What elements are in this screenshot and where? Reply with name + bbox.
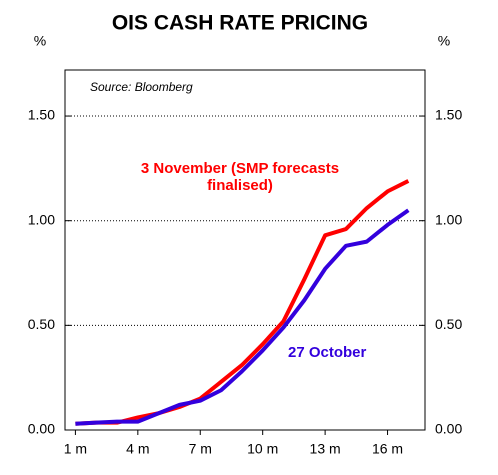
y2-tick-label: 1.50 — [435, 107, 462, 123]
y2-tick-label: 0.00 — [435, 421, 462, 437]
x-tick-label: 4 m — [126, 441, 149, 457]
annotation: Source: Bloomberg — [90, 80, 193, 94]
y2-tick-label: 0.50 — [435, 316, 462, 332]
plot-frame — [64, 69, 426, 431]
y-tick-label: 0.00 — [28, 421, 55, 437]
y-unit: % — [34, 33, 46, 49]
y-tick-label: 1.00 — [28, 211, 55, 227]
x-tick-label: 16 m — [372, 441, 403, 457]
chart-title: OIS CASH RATE PRICING — [112, 12, 368, 35]
series-label: 27 October — [288, 344, 367, 361]
x-tick-label: 1 m — [64, 441, 87, 457]
x-tick-label: 7 m — [189, 441, 212, 457]
y-tick-label: 1.50 — [28, 107, 55, 123]
y2-tick-label: 1.00 — [435, 211, 462, 227]
series-line — [75, 208, 410, 426]
y-tick-label: 0.50 — [28, 316, 55, 332]
series-line — [75, 179, 410, 426]
x-tick-label: 13 m — [310, 441, 341, 457]
series-label: 3 November (SMP forecasts finalised) — [140, 160, 340, 194]
y2-unit: % — [438, 33, 450, 49]
x-tick-label: 10 m — [247, 441, 278, 457]
